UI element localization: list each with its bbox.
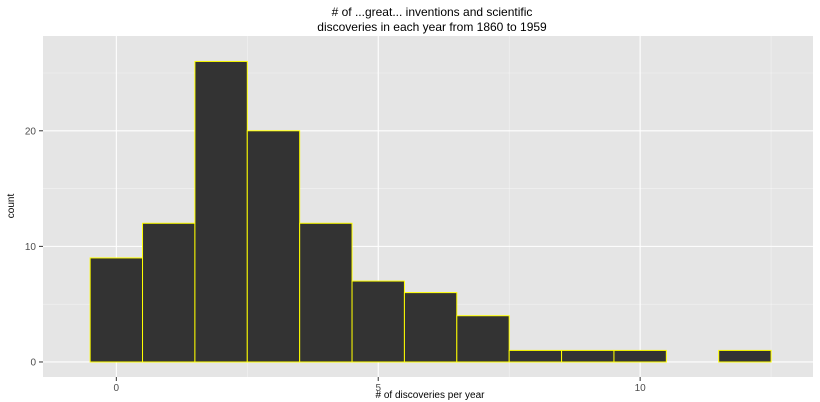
- y-axis-title: count: [6, 194, 17, 219]
- histogram-bar: [89, 257, 144, 363]
- x-tick-label: 0: [114, 383, 120, 394]
- chart-title-line-2: discoveries in each year from 1860 to 19…: [317, 20, 547, 34]
- y-axis-ticks: 0 10 20: [25, 126, 43, 368]
- histogram-bar: [194, 60, 248, 363]
- x-tick-label: 5: [375, 383, 381, 394]
- histogram-bars: [89, 60, 772, 363]
- histogram-bar: [403, 292, 458, 363]
- histogram-bar: [456, 315, 510, 363]
- histogram-bar: [246, 130, 301, 363]
- histogram-bar: [561, 349, 615, 363]
- y-tick-label: 20: [25, 126, 37, 137]
- x-tick-label: 10: [635, 383, 647, 394]
- histogram-bar: [299, 222, 353, 363]
- histogram-bar: [613, 349, 667, 363]
- histogram-bar: [508, 349, 563, 363]
- x-axis-ticks: 0 5 10: [114, 377, 647, 394]
- histogram-bar: [718, 349, 772, 363]
- x-axis-title: # of discoveries per year: [376, 390, 486, 401]
- histogram-bar: [142, 222, 196, 363]
- chart-title-line-1: # of ...great... inventions and scientif…: [332, 5, 533, 19]
- histogram-bar: [351, 280, 405, 363]
- y-tick-label: 0: [30, 357, 36, 368]
- y-tick-label: 10: [25, 242, 37, 253]
